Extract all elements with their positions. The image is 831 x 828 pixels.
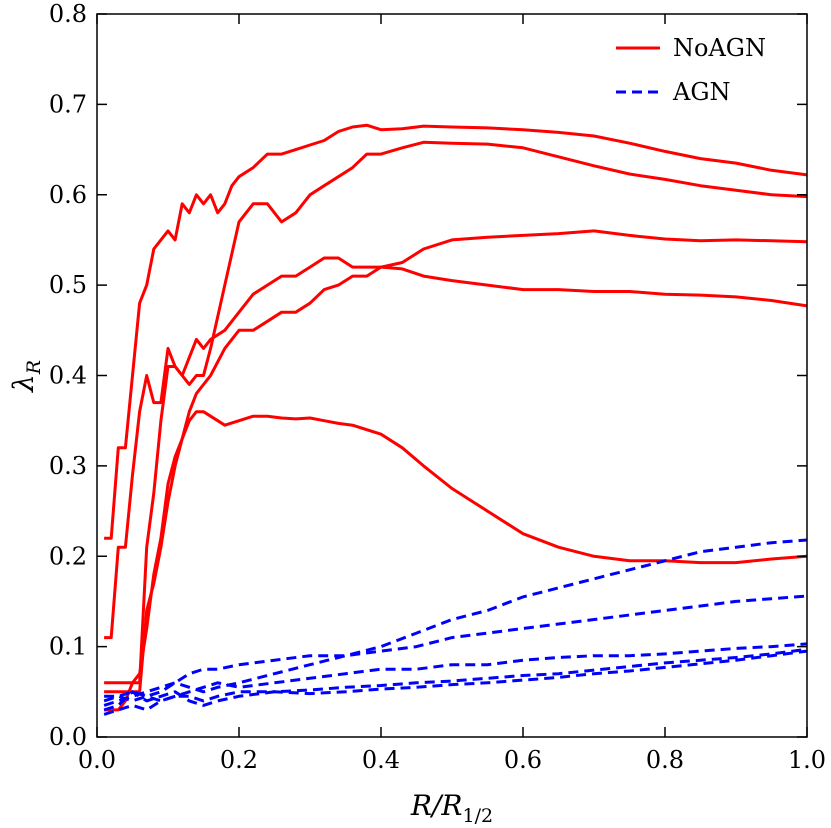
y-axis-label-main: λ	[7, 374, 40, 393]
x-tick-label: 0.6	[504, 746, 542, 774]
y-tick-label: 0.7	[49, 90, 87, 118]
x-axis-label: R/R1/2	[410, 789, 493, 827]
x-tick-label: 1.0	[788, 746, 826, 774]
y-tick-label: 0.8	[49, 0, 87, 28]
x-axis-label-sub: 1/2	[463, 805, 494, 827]
series-line-agn-9	[103, 647, 808, 712]
series-line-agn-8	[104, 642, 808, 703]
tick-layer: 0.0 0.2 0.4 0.6 0.8 1.0 0.0 0.1 0.2 0.3 0.4 0.5 0.6 0…	[49, 0, 826, 774]
series-line-noagn-1	[104, 123, 808, 540]
y-tick-label: 0.6	[49, 181, 87, 209]
y-axis-label: λR	[7, 360, 45, 393]
x-axis-label-main: R/R	[410, 789, 463, 822]
x-tick-label: 0.2	[220, 746, 258, 774]
legend-label-noagn: NoAGN	[673, 34, 766, 62]
x-tick-label: 0.8	[646, 746, 684, 774]
series-line-noagn-2	[104, 140, 808, 640]
y-tick-label: 0.1	[49, 633, 87, 661]
x-tick-label: 0.0	[78, 746, 116, 774]
legend-label-agn: AGN	[672, 78, 731, 106]
y-axis-label-sub: R	[23, 360, 45, 375]
x-tick-label: 0.4	[362, 746, 400, 774]
series-layer	[103, 123, 808, 716]
y-tick-label: 0.5	[49, 271, 87, 299]
legend: NoAGN AGN	[616, 34, 766, 106]
series-line-noagn-5	[104, 410, 808, 712]
y-tick-label: 0.4	[49, 362, 87, 390]
series-line-agn-7	[103, 594, 808, 703]
y-tick-label: 0.3	[49, 452, 87, 480]
series-line-agn-10	[103, 649, 808, 716]
series-line-noagn-3	[104, 256, 808, 685]
y-tick-label: 0.2	[49, 542, 87, 570]
y-tick-label: 0.0	[49, 723, 87, 751]
series-line-agn-6	[103, 538, 808, 707]
